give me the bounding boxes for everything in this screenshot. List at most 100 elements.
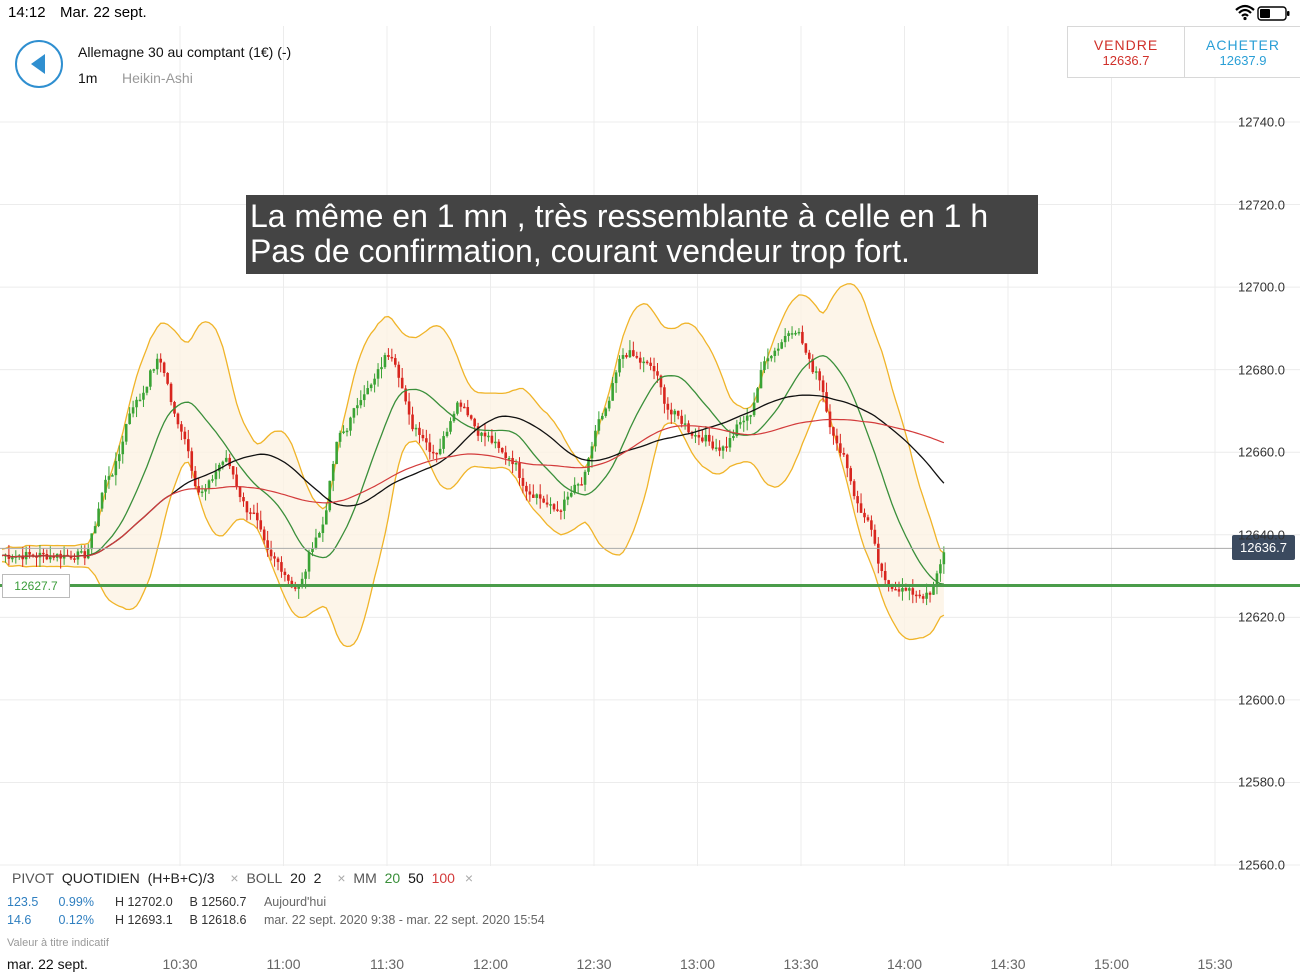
candle-body [518,463,521,478]
candle-body [431,451,435,454]
candle-body [169,383,173,402]
candle-body [687,423,690,433]
candle-body [594,430,597,447]
candle-body [535,494,539,498]
candle-body [390,356,394,359]
status-time: 14:12 [8,4,46,21]
candle-body [256,512,259,521]
candle-body [114,461,118,476]
candle-body [921,596,925,599]
candle-body [525,485,528,492]
candle-body [877,543,880,564]
candle-body [635,356,639,358]
timeframe-selector[interactable]: 1m [78,70,98,86]
candle-body [625,355,628,358]
candle-body [121,441,125,455]
candle-body [528,491,532,495]
candle-body [407,401,411,415]
low-today: B 12560.7 [189,895,247,909]
candle-body [276,558,280,563]
candle-body [135,399,138,408]
candle-body [104,479,107,493]
y-tick-label: 12660.0 [1238,444,1285,460]
sell-price: 12636.7 [1102,53,1150,68]
candle-body [521,477,525,486]
candle-body [400,377,404,389]
pct-range: 0.12% [58,913,94,927]
candle-body [325,510,328,525]
candle-body [411,414,414,430]
candle-body [866,517,870,521]
candle-body [86,549,90,559]
candle-body [73,558,76,560]
candle-body [787,333,790,336]
candle-body [107,476,111,480]
candle-body [111,475,114,477]
candle-body [870,520,873,530]
candle-body [124,424,128,442]
candle-body [159,358,162,363]
boll-label: BOLL [246,870,283,886]
candle-body [414,427,418,430]
y-tick-label: 12600.0 [1238,692,1285,708]
candle-body [438,448,442,455]
candle-body [11,557,14,560]
candle-body [507,457,511,460]
candle-body [790,333,794,335]
x-tick-label: 15:00 [1093,956,1130,972]
chart-type-selector[interactable]: Heikin-Ashi [122,70,193,86]
candle-body [925,592,928,599]
candle-body [131,407,135,414]
candle-body [211,479,214,481]
candle-body [859,503,863,513]
candle-body [763,361,766,371]
candle-body [262,529,266,541]
candle-body [759,370,763,389]
candle-body [659,375,663,388]
candle-body [435,452,438,455]
candle-body [238,486,242,498]
buy-button[interactable]: ACHETER 12637.9 [1184,27,1300,77]
remove-mm-button[interactable]: × [464,870,473,886]
y-tick-label: 12680.0 [1238,362,1285,378]
candle-body [338,432,342,442]
candle-body [280,562,283,572]
candle-body [532,494,535,498]
candle-body [418,427,421,435]
candle-body [514,463,518,465]
candle-body [752,402,756,416]
bollinger-band-fill [2,283,944,647]
candle-body [328,480,332,511]
candle-body [224,457,228,462]
trade-buttons: VENDRE 12636.7 ACHETER 12637.9 [1067,26,1300,78]
wifi-icon [1235,4,1255,21]
candle-body [221,461,225,465]
high-today: H 12702.0 [114,895,173,909]
candle-body [490,435,494,443]
status-date: Mar. 22 sept. [60,4,147,21]
period-range: mar. 22 sept. 2020 9:38 - mar. 22 sept. … [263,913,545,927]
candle-body [794,332,797,335]
candle-body [628,350,632,358]
x-tick-label: 10:30 [162,956,198,972]
mm-50: 50 [408,870,424,886]
sell-button[interactable]: VENDRE 12636.7 [1068,27,1184,77]
pivot-price-tag: 12627.7 [2,574,70,598]
candle-body [666,403,670,410]
candle-body [852,481,856,497]
candle-body [307,552,311,572]
remove-pivot-button[interactable]: × [230,870,239,886]
candle-body [345,430,349,433]
bollinger-upper [1,283,945,554]
remove-boll-button[interactable]: × [337,870,346,886]
candle-body [873,529,877,544]
y-tick-label: 12720.0 [1238,197,1285,213]
y-tick-label: 12640.0 [1238,527,1285,543]
candle-body [632,350,635,357]
candle-body [297,586,300,589]
x-tick-label: 15:30 [1197,956,1233,972]
price-chart[interactable] [0,26,1300,956]
candle-body [638,357,642,363]
back-button[interactable] [15,40,63,88]
x-tick-label: 11:30 [370,956,404,972]
